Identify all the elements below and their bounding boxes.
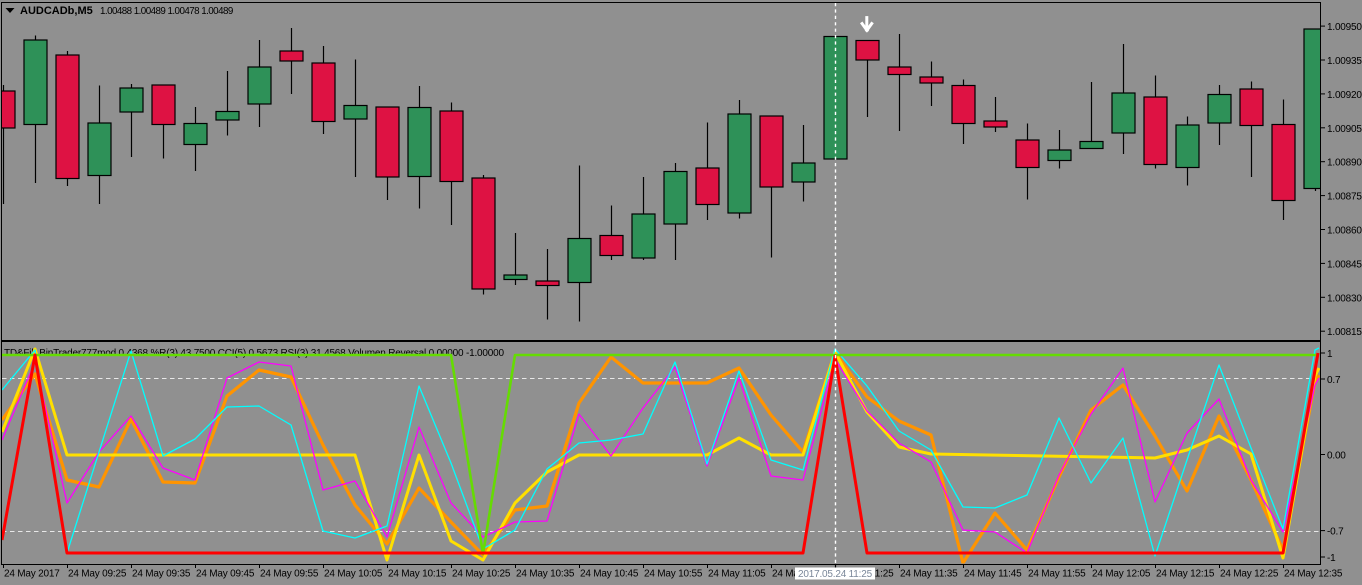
svg-text:1.00860: 1.00860	[1327, 226, 1362, 237]
svg-text:1.00905: 1.00905	[1327, 124, 1362, 135]
svg-text:24 May 11:55: 24 May 11:55	[1028, 569, 1086, 580]
svg-text:1.00875: 1.00875	[1327, 192, 1362, 203]
svg-text:24 May 10:25: 24 May 10:25	[452, 569, 511, 580]
svg-text:24 May 12:25: 24 May 12:25	[1220, 569, 1279, 580]
svg-text:24 May 11:45: 24 May 11:45	[964, 569, 1022, 580]
svg-text:24 May 09:45: 24 May 09:45	[196, 569, 255, 580]
svg-text:24 May 09:35: 24 May 09:35	[132, 569, 191, 580]
svg-text:24 May 2017: 24 May 2017	[4, 569, 60, 580]
svg-text:TD&Fib BinTrader777mod 0.4368: TD&Fib BinTrader777mod 0.4368 %R(3) 43.7…	[4, 348, 504, 359]
svg-text:24 May 11:05: 24 May 11:05	[708, 569, 766, 580]
svg-text:1.00935: 1.00935	[1327, 56, 1362, 67]
svg-text:-0.7: -0.7	[1327, 527, 1344, 538]
svg-text:-1: -1	[1327, 553, 1336, 564]
svg-text:1.00815: 1.00815	[1327, 327, 1362, 338]
svg-text:24 May 10:15: 24 May 10:15	[388, 569, 447, 580]
svg-text:24 May 10:45: 24 May 10:45	[580, 569, 639, 580]
svg-text:24 May 12:05: 24 May 12:05	[1092, 569, 1151, 580]
svg-text:24 May 12:15: 24 May 12:15	[1156, 569, 1215, 580]
svg-text:1.00920: 1.00920	[1327, 90, 1362, 101]
svg-text:24 May 10:35: 24 May 10:35	[516, 569, 575, 580]
svg-text:24 May 09:55: 24 May 09:55	[260, 569, 319, 580]
svg-text:24 May 11:35: 24 May 11:35	[900, 569, 958, 580]
svg-text:24 May 12:35: 24 May 12:35	[1284, 569, 1343, 580]
svg-text:24 May 10:55: 24 May 10:55	[644, 569, 703, 580]
svg-text:1.00830: 1.00830	[1327, 293, 1362, 304]
svg-text:0.00: 0.00	[1327, 451, 1346, 462]
svg-text:24 May 09:25: 24 May 09:25	[68, 569, 127, 580]
svg-text:24 May 10:05: 24 May 10:05	[324, 569, 383, 580]
svg-text:1.00845: 1.00845	[1327, 259, 1362, 270]
svg-text:1: 1	[1327, 349, 1333, 360]
svg-text:1.00488 1.00489 1.00478 1.0048: 1.00488 1.00489 1.00478 1.00489	[100, 6, 233, 17]
svg-text:AUDCADb,M5: AUDCADb,M5	[20, 5, 93, 17]
svg-text:2017.05.24 11:25: 2017.05.24 11:25	[798, 569, 873, 580]
svg-text:1.00950: 1.00950	[1327, 22, 1362, 33]
svg-text:0.7: 0.7	[1327, 375, 1341, 386]
svg-text:1.00890: 1.00890	[1327, 158, 1362, 169]
